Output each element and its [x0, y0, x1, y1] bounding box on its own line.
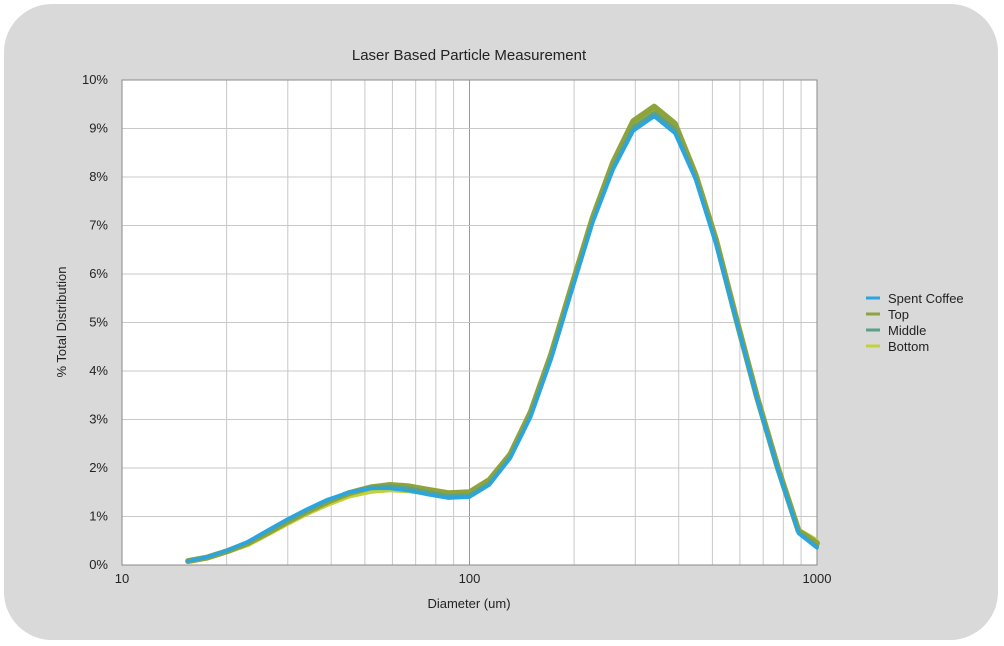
- y-tick-label: 1%: [89, 509, 108, 524]
- x-tick-label: 10: [115, 571, 129, 586]
- series-line-spent-coffee: [186, 114, 819, 563]
- y-tick-label: 3%: [89, 412, 108, 427]
- legend-label: Middle: [888, 323, 926, 338]
- y-axis-label: % Total Distribution: [54, 266, 69, 377]
- series-lines: [185, 103, 820, 565]
- y-tick-label: 0%: [89, 557, 108, 572]
- legend-label: Spent Coffee: [888, 291, 964, 306]
- y-tick-label: 2%: [89, 460, 108, 475]
- plot-border: [121, 79, 818, 566]
- chart-title: Laser Based Particle Measurement: [352, 47, 587, 64]
- tick-labels: 0% 1% 2% 3% 4% 5% 6% 7% 8% 9% 10% 10 100 1000: [82, 72, 831, 586]
- y-tick-label: 8%: [89, 169, 108, 184]
- legend-label: Top: [888, 307, 909, 322]
- y-tick-label: 7%: [89, 218, 108, 233]
- x-tick-label: 1000: [803, 571, 832, 586]
- x-axis-label: Diameter (um): [427, 596, 510, 611]
- y-tick-label: 10%: [82, 72, 108, 87]
- y-tick-label: 4%: [89, 363, 108, 378]
- y-tick-label: 6%: [89, 266, 108, 281]
- legend-label: Bottom: [888, 339, 929, 354]
- x-tick-label: 100: [459, 571, 481, 586]
- grid-lines: [121, 79, 818, 566]
- y-tick-label: 5%: [89, 315, 108, 330]
- y-tick-label: 9%: [89, 121, 108, 136]
